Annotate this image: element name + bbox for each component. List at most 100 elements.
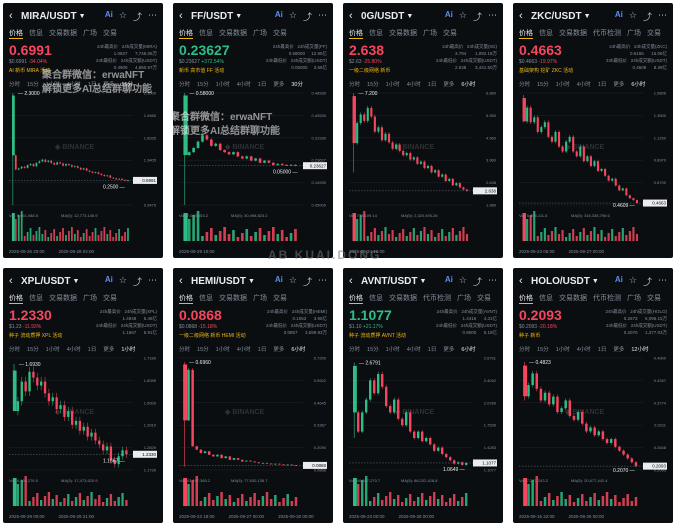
tab-item[interactable]: 广场 (457, 295, 471, 302)
tab-item[interactable]: 广场 (253, 30, 267, 37)
share-icon[interactable]: ⤴ (302, 276, 312, 287)
timeframe-option[interactable]: 1日 (427, 82, 437, 88)
star-icon[interactable]: ☆ (628, 274, 637, 285)
star-icon[interactable]: ☆ (288, 9, 297, 20)
chevron-down-icon[interactable]: ▼ (583, 12, 591, 20)
candlestick-chart[interactable]: 0.48930 0.40530 0.31930 0.23627 0.14930 0.050… (179, 89, 327, 247)
symbol-title[interactable]: HEMI/USDT (191, 275, 246, 287)
tab-item[interactable]: 交易数据 (559, 30, 587, 37)
ai-icon[interactable]: Ai (444, 274, 453, 284)
active-timeframe[interactable]: 30分 (291, 82, 303, 88)
candlestick-chart[interactable]: 2.6791 2.4042 2.0789 1.7536 1.4283 1.1077 ◆ BI… (349, 354, 497, 512)
more-icon[interactable]: ⋯ (318, 9, 327, 20)
candlestick-chart[interactable]: 0.4900 0.4337 0.3774 0.3211 0.2648 0.2093 ◆ BI… (519, 354, 667, 512)
ai-icon[interactable]: Ai (104, 274, 113, 284)
chevron-down-icon[interactable]: ▼ (406, 12, 414, 20)
more-icon[interactable]: ⋯ (148, 9, 157, 20)
symbol-title[interactable]: HOLO/USDT (531, 275, 590, 287)
tab-item[interactable]: 信息 (539, 295, 553, 302)
tab-item[interactable]: 信息 (539, 30, 553, 37)
timeframe-option[interactable]: 4小时 (406, 82, 421, 88)
more-icon[interactable]: ⋯ (488, 274, 497, 285)
tab-item[interactable]: 交易 (273, 295, 287, 302)
tab-item[interactable]: 广场 (83, 30, 97, 37)
timeframe-option[interactable]: 4小时 (236, 82, 251, 88)
back-arrow-icon[interactable]: ‹ (179, 275, 183, 287)
timeframe-option[interactable]: 更多 (273, 82, 285, 88)
timeframe-option[interactable]: 更多 (273, 347, 285, 353)
star-icon[interactable]: ☆ (458, 274, 467, 285)
timeframe-option[interactable]: 1小时 (555, 347, 570, 353)
star-icon[interactable]: ☆ (118, 9, 127, 20)
timeframe-option[interactable]: 15分 (537, 82, 549, 88)
timeframe-option[interactable]: 4小时 (576, 347, 591, 353)
tab-item[interactable]: 广场 (253, 295, 267, 302)
chevron-down-icon[interactable]: ▼ (78, 12, 86, 20)
back-arrow-icon[interactable]: ‹ (519, 10, 523, 22)
tab-item[interactable]: 交易数据 (219, 30, 247, 37)
timeframe-option[interactable]: 1小时 (555, 82, 570, 88)
tab-item[interactable]: 代币检测 (423, 295, 451, 302)
more-icon[interactable]: ⋯ (318, 274, 327, 285)
active-timeframe[interactable]: 12小时 (631, 347, 649, 353)
tab-item[interactable]: 价格 (179, 30, 193, 39)
more-icon[interactable]: ⋯ (148, 274, 157, 285)
timeframe-option[interactable]: 分时 (179, 347, 191, 353)
tab-item[interactable]: 交易 (273, 30, 287, 37)
share-icon[interactable]: ⤴ (132, 276, 142, 287)
share-icon[interactable]: ⤴ (132, 11, 142, 22)
timeframe-option[interactable]: 分时 (519, 347, 531, 353)
symbol-title[interactable]: ZKC/USDT (531, 10, 582, 22)
tab-item[interactable]: 信息 (199, 30, 213, 37)
tab-item[interactable]: 交易数据 (559, 295, 587, 302)
ai-icon[interactable]: Ai (104, 9, 113, 19)
tab-item[interactable]: 交易 (647, 295, 661, 302)
timeframe-option[interactable]: 更多 (613, 82, 625, 88)
timeframe-option[interactable]: 更多 (613, 347, 625, 353)
timeframe-option[interactable]: 1小时 (215, 82, 230, 88)
tab-item[interactable]: 价格 (9, 295, 23, 304)
tab-item[interactable]: 价格 (9, 30, 23, 39)
ai-icon[interactable]: Ai (444, 9, 453, 19)
back-arrow-icon[interactable]: ‹ (349, 10, 353, 22)
ai-icon[interactable]: Ai (614, 274, 623, 284)
symbol-title[interactable]: AVNT/USDT (361, 275, 418, 287)
ai-icon[interactable]: Ai (614, 9, 623, 19)
active-timeframe[interactable]: 6小时 (291, 347, 306, 353)
timeframe-option[interactable]: 分时 (349, 82, 361, 88)
chevron-down-icon[interactable]: ▼ (248, 277, 255, 285)
tab-item[interactable]: 交易数据 (389, 30, 417, 37)
tab-item[interactable]: 交易 (647, 30, 661, 37)
timeframe-option[interactable]: 分时 (9, 82, 21, 88)
active-timeframe[interactable]: 1小时 (121, 347, 136, 353)
star-icon[interactable]: ☆ (288, 274, 297, 285)
tab-item[interactable]: 信息 (29, 295, 43, 302)
back-arrow-icon[interactable]: ‹ (519, 275, 523, 287)
timeframe-option[interactable]: 分时 (519, 82, 531, 88)
tab-item[interactable]: 交易数据 (389, 295, 417, 302)
back-arrow-icon[interactable]: ‹ (179, 10, 183, 22)
chevron-down-icon[interactable]: ▼ (235, 12, 243, 20)
tab-item[interactable]: 价格 (179, 295, 193, 304)
chevron-down-icon[interactable]: ▼ (419, 277, 427, 285)
timeframe-option[interactable]: 1小时 (385, 82, 400, 88)
timeframe-option[interactable]: 4小时 (66, 347, 81, 353)
back-arrow-icon[interactable]: ‹ (9, 275, 13, 287)
timeframe-option[interactable]: 1日 (87, 82, 97, 88)
more-icon[interactable]: ⋯ (658, 9, 667, 20)
star-icon[interactable]: ☆ (628, 9, 637, 20)
tab-item[interactable]: 广场 (627, 30, 641, 37)
tab-item[interactable]: 交易 (103, 30, 117, 37)
candlestick-chart[interactable]: 1.7189 1.6099 1.5009 1.3919 1.2829 1.1739 ◆ BI… (9, 354, 157, 512)
more-icon[interactable]: ⋯ (658, 274, 667, 285)
share-icon[interactable]: ⤴ (642, 276, 652, 287)
symbol-title[interactable]: MIRA/USDT (21, 10, 77, 22)
tab-item[interactable]: 交易 (477, 295, 491, 302)
tab-item[interactable]: 广场 (83, 295, 97, 302)
timeframe-option[interactable]: 1小时 (45, 347, 60, 353)
star-icon[interactable]: ☆ (118, 274, 127, 285)
timeframe-option[interactable]: 1小时 (45, 82, 60, 88)
timeframe-option[interactable]: 1日 (427, 347, 437, 353)
timeframe-option[interactable]: 15分 (197, 82, 209, 88)
